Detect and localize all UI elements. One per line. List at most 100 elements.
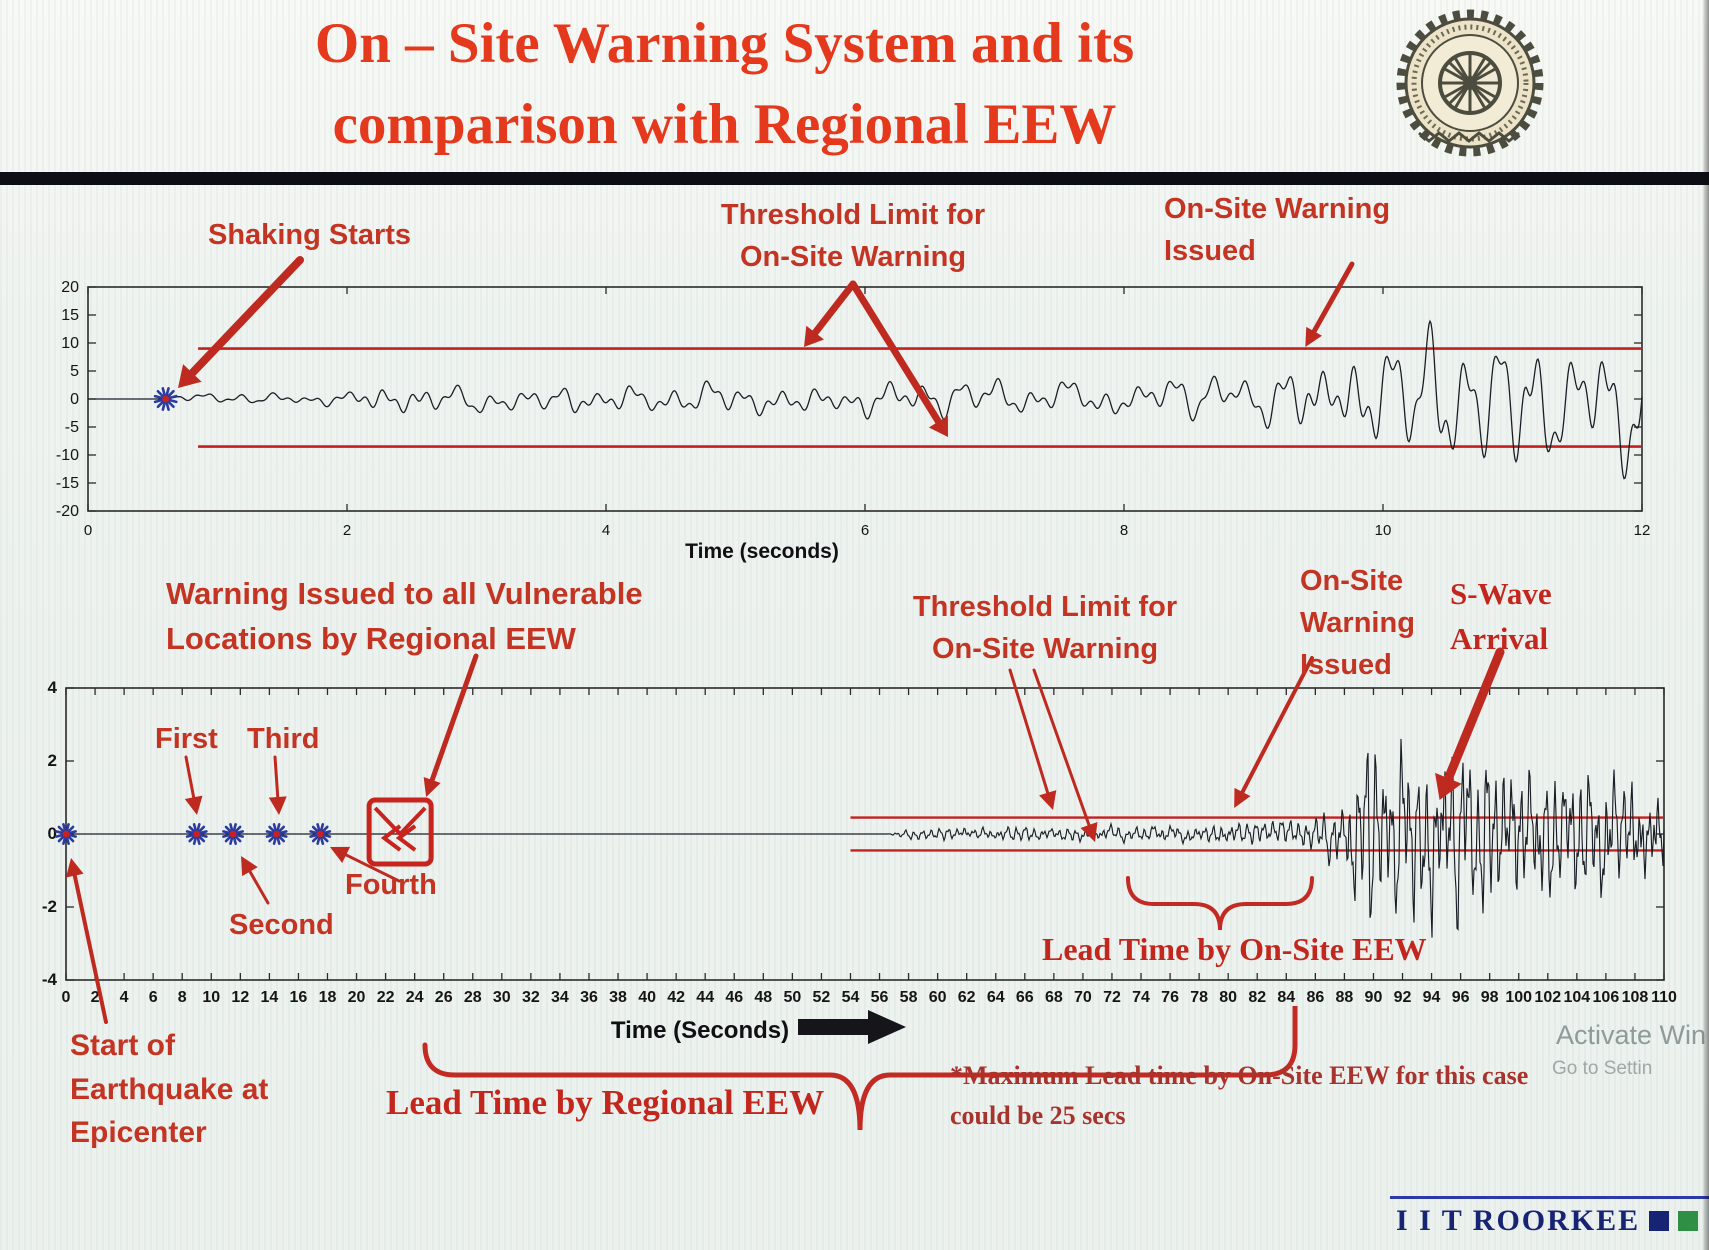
x-tick-label: 70	[1074, 989, 1092, 1006]
annotation-threshold-bottom: Threshold Limit for On-Site Warning	[895, 586, 1195, 670]
y-tick-label: -10	[56, 447, 79, 464]
y-tick-label: 10	[61, 335, 79, 352]
x-tick-label: 60	[929, 989, 947, 1006]
x-tick-label: 30	[493, 989, 511, 1006]
label-first-detection: First	[155, 723, 218, 755]
annotation-regional-line1: Warning Issued to all Vulnerable	[166, 576, 643, 611]
x-tick-label: 96	[1452, 989, 1470, 1006]
x-tick-label: 26	[435, 989, 453, 1006]
annotation-arrow	[330, 846, 401, 883]
x-tick-label: 88	[1336, 989, 1354, 1006]
x-tick-label: 28	[464, 989, 482, 1006]
x-tick-label: 34	[551, 989, 569, 1006]
x-tick-label: 108	[1622, 989, 1649, 1006]
x-tick-label: 86	[1306, 989, 1324, 1006]
y-tick-label: 5	[70, 363, 79, 380]
plot-frame	[87, 286, 1643, 512]
annotation-threshold-bottom-line2: On-Site Warning	[931, 633, 1159, 666]
x-tick-label: 64	[987, 989, 1005, 1006]
activation-watermark-line1: Activate Win	[1556, 1020, 1707, 1050]
annotation-threshold-bottom-line1: Threshold Limit for	[912, 591, 1178, 623]
x-tick-label: 10	[202, 989, 220, 1006]
slide-title-line1: On – Site Warning System and its	[314, 12, 1135, 75]
annotation-arrow	[241, 856, 270, 905]
time-axis-arrow	[798, 1010, 906, 1044]
annotation-arrow	[178, 256, 304, 388]
x-tick-label: 66	[1016, 989, 1034, 1006]
bottom-seismogram: 0 2 4 6 8 10 12 14 16 18 20 22 24 26 28 30 32 34 36 38 40 42 4…	[42, 678, 1677, 1044]
annotation-onsite-bottom-line2: Warning	[1300, 607, 1415, 640]
x-tick-label: 36	[580, 989, 598, 1006]
activation-watermark-line2: Go to Settin	[1552, 1058, 1653, 1079]
x-tick-label: 72	[1103, 989, 1121, 1006]
x-tick-label: 18	[319, 989, 337, 1006]
x-tick-label: 78	[1190, 989, 1208, 1006]
slide-title-line2: comparison with Regional EEW	[332, 92, 1117, 156]
label-third-detection: Third	[247, 723, 320, 755]
x-tick-label: 74	[1132, 989, 1150, 1006]
top-seismogram: 0 2 4 6 8 10 12 20 15 10 5 0 -5 -10 -15 -20 Time (second…	[56, 279, 1650, 563]
logo-gear-teeth	[1396, 9, 1544, 157]
annotation-shaking-starts: Shaking Starts	[208, 219, 412, 251]
y-tick-label: -2	[42, 897, 57, 916]
logo-hub	[1463, 76, 1477, 90]
annotation-threshold-top: Threshold Limit for On-Site Warning	[688, 194, 1018, 278]
y-tick-label: 15	[61, 307, 79, 324]
x-tick-label: 4	[602, 522, 610, 539]
x-tick-label: 106	[1593, 989, 1620, 1006]
footer-rule	[1390, 1196, 1709, 1199]
label-lead-time-onsite: Lead Time by On-Site EEW	[1042, 931, 1427, 967]
annotation-arrow	[1234, 656, 1314, 808]
lead-time-onsite-brace	[1126, 876, 1314, 931]
x-tick-label: 10	[1375, 522, 1392, 539]
x-tick-label: 32	[522, 989, 540, 1006]
x-tick-label: 58	[900, 989, 918, 1006]
x-tick-label: 84	[1277, 989, 1295, 1006]
x-tick-label: 94	[1423, 989, 1441, 1006]
brand-square-green-icon	[1678, 1211, 1699, 1231]
slide-title: On – Site Warning System and its compari…	[70, 4, 1379, 166]
divider-bar	[0, 172, 1709, 185]
x-tick-label: 0	[84, 522, 92, 539]
annotation-onsite-top-line2: Issued	[1164, 235, 1256, 268]
annotation-swave-line2: Arrival	[1450, 620, 1549, 656]
annotation-arrow	[1305, 261, 1355, 347]
annotation-arrow	[184, 755, 203, 815]
annotation-onsite-bottom-line3: Issued	[1300, 649, 1392, 682]
x-tick-label: 6	[149, 989, 158, 1006]
y-tick-label: -15	[56, 475, 79, 492]
x-tick-label: 62	[958, 989, 976, 1006]
x-tick-label: 82	[1248, 989, 1266, 1006]
p-wave-star-icon	[265, 823, 288, 845]
x-tick-label: 80	[1219, 989, 1237, 1006]
regional-warning-icon	[366, 797, 434, 867]
iit-roorkee-wordmark: I I T ROORKEE	[1396, 1204, 1699, 1238]
p-wave-star-icon	[153, 387, 178, 411]
x-tick-label: 12	[231, 989, 249, 1006]
x-tick-label: 90	[1365, 989, 1383, 1006]
annotation-threshold-top-line1: Threshold Limit for	[720, 199, 986, 231]
x-tick-label: 8	[178, 989, 187, 1006]
annotation-onsite-top-line1: On-Site Warning	[1164, 193, 1391, 225]
annotation-s-wave-arrival: S-Wave Arrival	[1450, 572, 1552, 662]
x-tick-label: 54	[842, 989, 860, 1006]
y-tick-label: -5	[65, 419, 79, 436]
x-tick-label: 2	[91, 989, 100, 1006]
x-tick-label: 2	[343, 522, 351, 539]
x-tick-label: 104	[1563, 989, 1590, 1006]
y-tick-label: -20	[56, 503, 79, 520]
x-tick-label: 50	[783, 989, 801, 1006]
x-tick-label: 42	[667, 989, 685, 1006]
logo-wheel-rim	[1438, 51, 1502, 115]
x-tick-label: 110	[1651, 989, 1677, 1006]
iit-roorkee-logo	[1396, 9, 1544, 157]
x-tick-label: 14	[260, 989, 278, 1006]
y-tick-label: 0	[48, 824, 57, 843]
x-tick-label: 56	[871, 989, 889, 1006]
annotation-epicenter: Start of Earthquake at Epicenter	[70, 1024, 268, 1155]
annotation-epicenter-line3: Epicenter	[70, 1116, 207, 1149]
x-tick-label: 12	[1634, 522, 1651, 539]
x-tick-label: 100	[1505, 989, 1532, 1006]
logo-text-ring	[1411, 24, 1529, 142]
annotation-threshold-top-line2: On-Site Warning	[739, 241, 967, 274]
